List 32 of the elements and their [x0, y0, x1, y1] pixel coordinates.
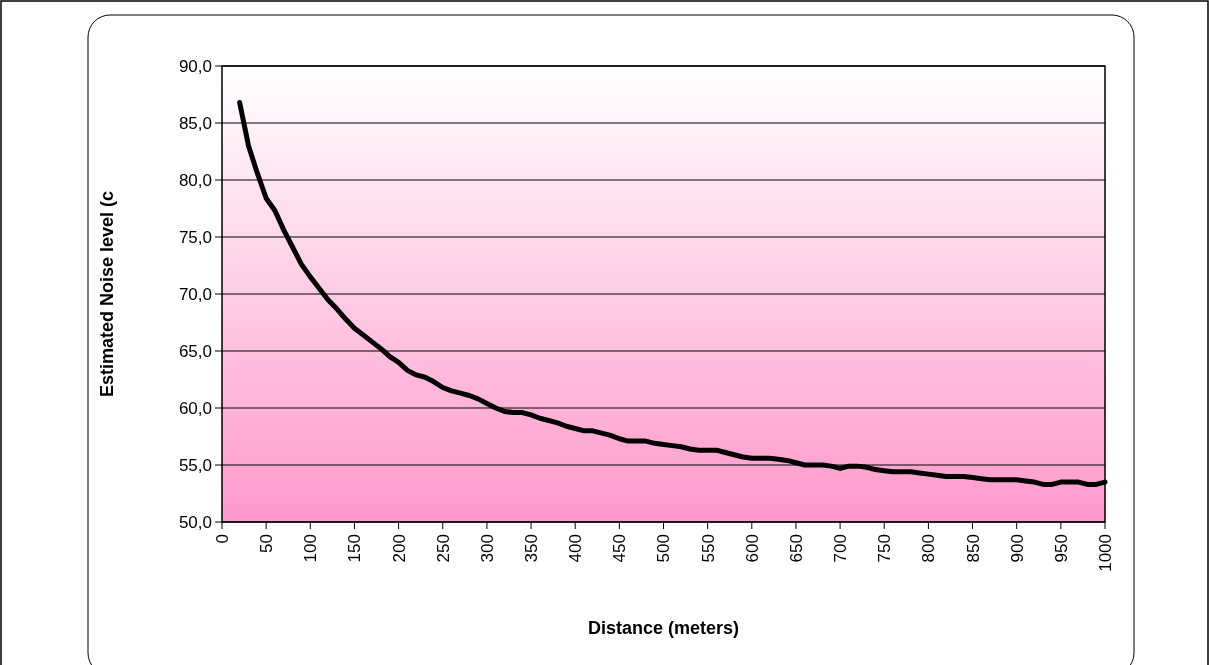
y-tick-label: 70,0 [178, 284, 212, 304]
y-tick-label: 50,0 [178, 512, 212, 532]
y-tick-label: 80,0 [178, 170, 212, 190]
x-tick-label: 800 [919, 534, 939, 563]
x-tick-label: 150 [345, 534, 365, 563]
x-tick-label: 500 [654, 534, 674, 563]
x-tick-label: 450 [610, 534, 630, 563]
x-tick-label: 100 [301, 534, 321, 563]
y-tick-label: 75,0 [178, 227, 212, 247]
x-axis-title: Distance (meters) [587, 618, 740, 638]
y-axis-title: Estimated Noise level (c [97, 190, 117, 398]
x-tick-label: 0 [212, 534, 232, 544]
x-tick-label: 750 [875, 534, 895, 563]
y-tick-label: 55,0 [178, 455, 212, 475]
x-tick-label: 200 [389, 534, 409, 563]
x-tick-label: 400 [566, 534, 586, 563]
x-tick-label: 1000 [1095, 534, 1115, 572]
x-tick-label: 650 [786, 534, 806, 563]
x-tick-label: 300 [477, 534, 497, 563]
x-tick-label: 250 [433, 534, 453, 563]
x-tick-label: 700 [831, 534, 851, 563]
x-tick-label: 850 [963, 534, 983, 563]
x-tick-label: 900 [1007, 534, 1027, 563]
x-tick-label: 550 [698, 534, 718, 563]
y-tick-label: 85,0 [178, 113, 212, 133]
y-tick-label: 60,0 [178, 398, 212, 418]
y-tick-label: 65,0 [178, 341, 212, 361]
y-tick-label: 90,0 [178, 56, 212, 76]
x-tick-label: 50 [257, 534, 277, 553]
x-tick-label: 950 [1051, 534, 1071, 563]
x-tick-label: 350 [522, 534, 541, 563]
x-tick-label: 600 [742, 534, 762, 563]
